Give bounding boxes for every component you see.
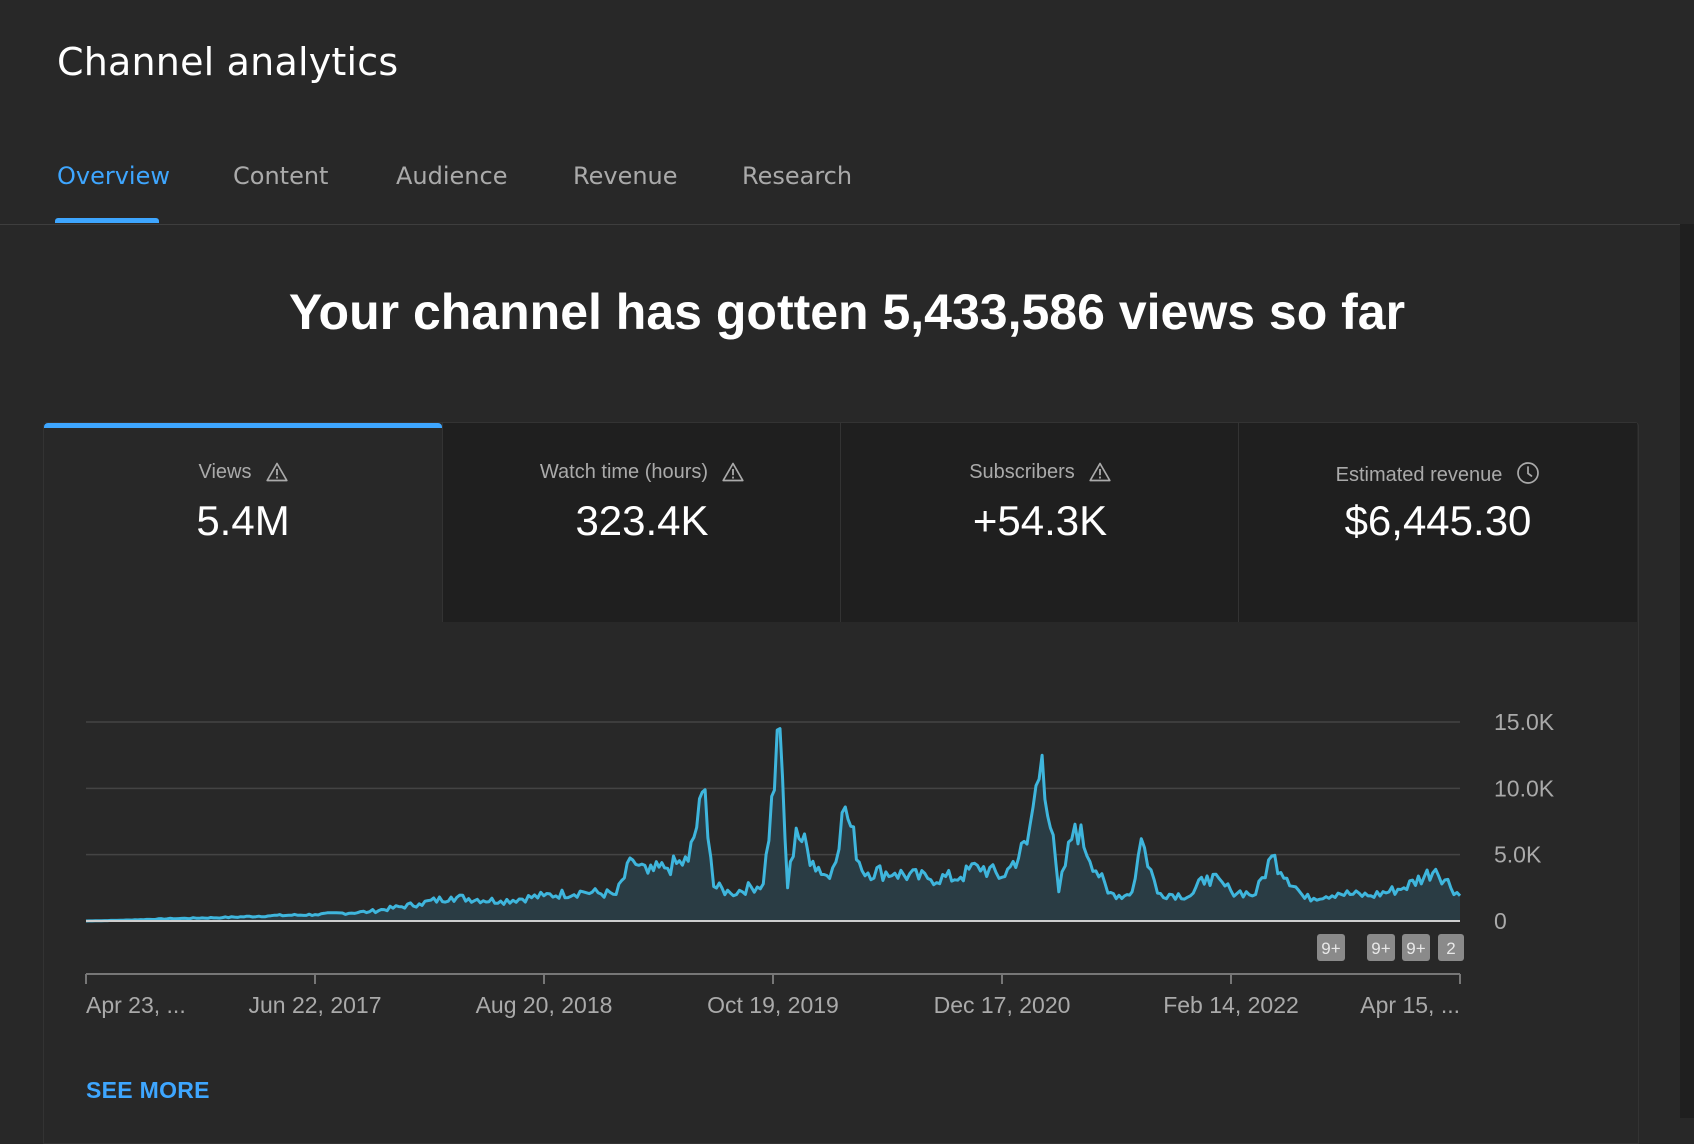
- metric-label-views: Views: [44, 461, 442, 488]
- metric-value-subscribers: +54.3K: [972, 497, 1108, 544]
- metric-tab-watch-time[interactable]: Watch time (hours) 323.4K: [442, 423, 841, 622]
- metric-tab-views[interactable]: Views 5.4M: [44, 423, 442, 622]
- tab-revenue[interactable]: Revenue: [573, 162, 678, 190]
- x-tick-label: Aug 20, 2018: [476, 992, 613, 1018]
- views-area-fill: [86, 728, 1460, 921]
- annotation-badge-label: 9+: [1406, 939, 1425, 958]
- x-tick-label: Feb 14, 2022: [1163, 992, 1299, 1018]
- y-tick-label: 10.0K: [1494, 775, 1555, 801]
- x-tick-label: Apr 23, ...: [86, 992, 186, 1018]
- metrics-card: Views 5.4M Watch time (hours) 323.4K Sub…: [43, 422, 1639, 1144]
- warning-icon[interactable]: [1089, 462, 1111, 488]
- y-tick-label: 5.0K: [1494, 842, 1542, 868]
- annotation-badges: 9+ 9+ 9+ 2: [1317, 934, 1464, 961]
- tab-content[interactable]: Content: [233, 162, 329, 190]
- see-more-link[interactable]: SEE MORE: [86, 1077, 210, 1103]
- metric-tab-estimated-revenue[interactable]: Estimated revenue $6,445.30: [1238, 423, 1637, 622]
- tab-research[interactable]: Research: [742, 162, 853, 190]
- warning-icon[interactable]: [722, 462, 744, 488]
- annotation-badge[interactable]: 9+: [1402, 934, 1430, 961]
- y-axis-labels: 0 5.0K 10.0K 15.0K: [1494, 709, 1555, 934]
- metric-tab-subscribers[interactable]: Subscribers +54.3K: [840, 423, 1239, 622]
- annotation-badge-label: 9+: [1371, 939, 1390, 958]
- page-title: Channel analytics: [57, 40, 399, 84]
- annotation-badge-label: 2: [1446, 939, 1455, 958]
- annotation-badge-label: 9+: [1321, 939, 1340, 958]
- metric-label-text: Subscribers: [969, 461, 1075, 483]
- scrollbar-track[interactable]: [1680, 224, 1694, 1118]
- tab-overview[interactable]: Overview: [57, 162, 170, 190]
- total-views-headline: Your channel has gotten 5,433,586 views …: [288, 284, 1406, 340]
- y-tick-label: 15.0K: [1494, 709, 1555, 735]
- annotation-badge[interactable]: 9+: [1317, 934, 1345, 961]
- views-chart[interactable]: 0 5.0K 10.0K 15.0K 9+ 9+ 9+ 2 Apr 23, ... Jun 2…: [0, 0, 1694, 1118]
- y-tick-label: 0: [1494, 908, 1507, 934]
- x-tick-label: Jun 22, 2017: [248, 992, 381, 1018]
- metric-label-watch-time: Watch time (hours): [443, 461, 841, 488]
- metric-label-subscribers: Subscribers: [841, 461, 1239, 488]
- x-tick-label: Apr 15, ...: [1360, 992, 1460, 1018]
- x-axis-ticks: Apr 23, ... Jun 22, 2017 Aug 20, 2018 Oct 1…: [85, 974, 1461, 1018]
- metric-value-estimated-revenue: $6,445.30: [1344, 497, 1532, 544]
- clock-icon[interactable]: [1516, 461, 1540, 491]
- metric-value-views: 5.4M: [196, 497, 290, 544]
- warning-icon[interactable]: [265, 462, 288, 488]
- annotation-badge[interactable]: 9+: [1367, 934, 1395, 961]
- metric-label-text: Watch time (hours): [539, 461, 709, 483]
- tab-audience[interactable]: Audience: [396, 162, 508, 190]
- x-tick-label: Oct 19, 2019: [707, 992, 839, 1018]
- metric-label-text: Estimated revenue: [1335, 464, 1503, 486]
- annotation-badge[interactable]: 2: [1438, 934, 1464, 961]
- metric-label-estimated-revenue: Estimated revenue: [1239, 461, 1637, 491]
- metric-value-watch-time: 323.4K: [575, 497, 709, 544]
- x-tick-label: Dec 17, 2020: [934, 992, 1071, 1018]
- views-series-line[interactable]: [85, 727, 1462, 923]
- tab-bar: Overview Content Audience Revenue Resear…: [0, 150, 1694, 225]
- metric-label-text: Views: [198, 461, 252, 483]
- active-tab-indicator: [55, 218, 159, 223]
